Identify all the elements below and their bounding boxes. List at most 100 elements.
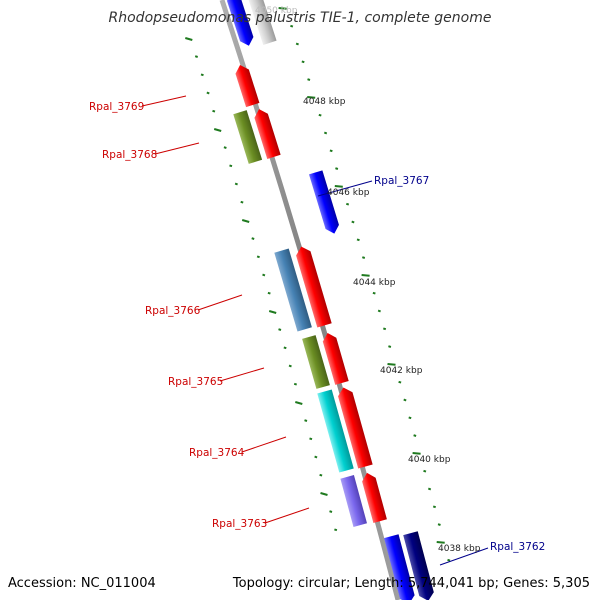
inner-tick-track <box>185 37 338 532</box>
inner-tick-mark <box>223 146 227 149</box>
gene-arrow-rpal-3764a[interactable] <box>317 389 354 473</box>
inner-tick-mark <box>319 473 323 477</box>
gene-arrow-rpal-3766a[interactable] <box>274 248 312 332</box>
inner-tick-mark <box>293 382 298 386</box>
gene-arrow-rpal-3766b[interactable] <box>294 245 332 328</box>
inner-tick-mark <box>200 73 204 77</box>
scale-tick-mark <box>403 398 407 402</box>
inner-tick-mark <box>314 455 318 459</box>
scale-tick-mark <box>301 60 305 64</box>
scale-tick-mark <box>412 452 421 455</box>
scale-tick-mark <box>351 220 355 224</box>
scale-label-4048: 4048 kbp <box>303 97 346 107</box>
scale-tick-mark <box>329 149 333 153</box>
gene-arrow-top-blue[interactable] <box>226 0 256 48</box>
inner-tick-mark <box>251 237 255 240</box>
scale-tick-mark <box>408 416 412 420</box>
gene-label-leader-line <box>317 180 373 197</box>
scale-tick-mark <box>398 380 402 384</box>
gene-arrow-rpal-3765a[interactable] <box>302 335 330 389</box>
scale-tick-mark <box>361 256 366 259</box>
scale-label-4044: 4044 kbp <box>353 278 396 288</box>
gene-arrow-rpal-3763a[interactable] <box>340 475 367 527</box>
scale-tick-mark <box>388 345 392 348</box>
scale-tick-mark <box>382 327 387 331</box>
scale-tick-mark <box>436 541 445 544</box>
scale-tick-mark <box>307 96 316 99</box>
gene-label-rpal-3767[interactable]: Rpal_3767 <box>374 175 429 187</box>
scale-tick-mark <box>323 131 328 135</box>
inner-tick-mark <box>185 37 193 41</box>
gene-label-leader-line <box>197 294 243 311</box>
inner-tick-mark <box>194 55 199 58</box>
gene-arrow-top-gray[interactable] <box>248 0 277 45</box>
inner-tick-mark <box>241 219 250 223</box>
inner-tick-mark <box>295 401 303 405</box>
gene-arrow-rpal-3769[interactable] <box>233 63 260 108</box>
gene-arrow-rpal-3765b[interactable] <box>321 331 349 385</box>
label-leader-lines <box>141 95 489 566</box>
scale-tick-mark <box>307 78 311 81</box>
scale-label-4042: 4042 kbp <box>380 366 423 376</box>
scale-tick-mark <box>318 113 322 117</box>
gene-label-rpal-3769[interactable]: Rpal_3769 <box>89 101 144 113</box>
scale-tick-mark <box>427 487 432 491</box>
scale-tick-mark <box>290 24 294 28</box>
inner-tick-mark <box>256 255 260 259</box>
inner-tick-mark <box>234 182 238 186</box>
gene-arrow-rpal-3762a[interactable] <box>384 534 416 600</box>
scale-tick-mark <box>356 238 360 242</box>
scale-label-4050: 4050 kbp <box>255 6 298 16</box>
inner-tick-mark <box>283 346 287 350</box>
scale-label-4046: 4046 kbp <box>327 188 370 198</box>
inner-tick-mark <box>304 419 308 422</box>
gene-arrow-rpal-3768b[interactable] <box>252 107 281 159</box>
gene-arrow-rpal-3764b[interactable] <box>336 385 373 469</box>
gene-label-rpal-3766[interactable]: Rpal_3766 <box>145 305 201 317</box>
gene-label-rpal-3764[interactable]: Rpal_3764 <box>189 447 245 459</box>
gene-arrow-rpal-3762b[interactable] <box>403 531 435 600</box>
gene-features <box>226 0 435 600</box>
scale-tick-mark <box>437 523 441 526</box>
inner-tick-mark <box>213 128 222 132</box>
inner-tick-mark <box>262 273 266 277</box>
scale-label-4040: 4040 kbp <box>408 455 451 465</box>
scale-tick-mark <box>387 363 396 366</box>
gene-label-leader-line <box>154 142 200 155</box>
scale-label-4038: 4038 kbp <box>438 544 481 554</box>
gene-arrow-rpal-3768a[interactable] <box>233 110 263 164</box>
map-title: Rhodopseudomonas palustris TIE-1, comple… <box>109 10 492 26</box>
inner-tick-mark <box>329 510 333 513</box>
gene-label-rpal-3763[interactable]: Rpal_3763 <box>212 518 267 530</box>
inner-tick-mark <box>268 310 277 314</box>
accession-text: Accession: NC_011004 <box>8 576 156 591</box>
scale-tick-mark <box>372 291 376 295</box>
inner-tick-mark <box>278 328 282 331</box>
scale-tick-mark <box>295 42 299 46</box>
gene-label-rpal-3765[interactable]: Rpal_3765 <box>168 376 223 388</box>
scale-tick-mark <box>278 7 287 10</box>
inner-tick-mark <box>309 437 313 441</box>
scale-tick-mark <box>334 185 343 188</box>
scale-tick-mark <box>335 167 339 170</box>
inner-tick-mark <box>229 164 233 168</box>
scale-tick-mark <box>413 434 417 437</box>
gene-arrow-rpal-3767[interactable] <box>308 170 341 235</box>
inner-tick-mark <box>206 91 210 95</box>
gene-label-rpal-3762[interactable]: Rpal_3762 <box>490 541 545 553</box>
genome-summary-text: Topology: circular; Length: 5,744,041 bp… <box>232 576 590 591</box>
scale-tick-mark <box>447 558 451 562</box>
gene-label-rpal-3768[interactable]: Rpal_3768 <box>102 149 157 161</box>
gene-label-leader-line <box>219 367 265 382</box>
inner-tick-mark <box>320 492 328 496</box>
inner-tick-mark <box>288 364 292 368</box>
scale-tick-mark <box>345 202 350 206</box>
gene-arrow-rpal-3763b[interactable] <box>360 471 387 523</box>
inner-tick-mark <box>240 200 244 204</box>
scale-tick-mark <box>423 469 427 473</box>
gene-label-leader-line <box>439 547 489 566</box>
scale-tick-track <box>278 7 451 562</box>
inner-tick-mark <box>334 528 338 532</box>
scale-tick-mark <box>377 309 381 313</box>
